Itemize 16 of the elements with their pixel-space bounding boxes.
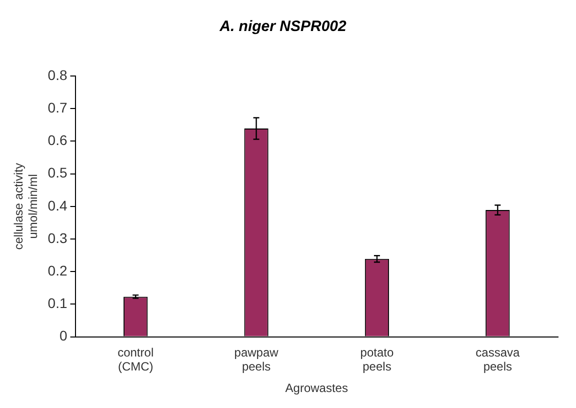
x-axis-title: Agrowastes <box>285 381 348 396</box>
y-axis-title: cellulase activity umol/min/ml <box>12 163 40 250</box>
y-tick-label: 0.4 <box>48 197 68 214</box>
y-tick-label: 0.1 <box>48 295 68 312</box>
y-tick-label: 0.3 <box>48 230 68 246</box>
y-tick-label: 0.8 <box>48 66 68 83</box>
y-tick-label: 0.6 <box>48 132 68 148</box>
y-tick-label: 0.5 <box>48 164 68 181</box>
y-tick-label: 0 <box>59 328 68 344</box>
x-tick-label: potato peels <box>360 345 394 374</box>
y-tick-label: 0.2 <box>48 262 68 278</box>
x-tick-label: control (CMC) <box>118 345 154 374</box>
x-tick-label: pawpaw peels <box>234 345 279 374</box>
x-tick-label: cassava peels <box>476 345 520 374</box>
y-tick-label: 0.7 <box>48 99 68 116</box>
chart-title: A. niger NSPR002 <box>218 18 348 36</box>
